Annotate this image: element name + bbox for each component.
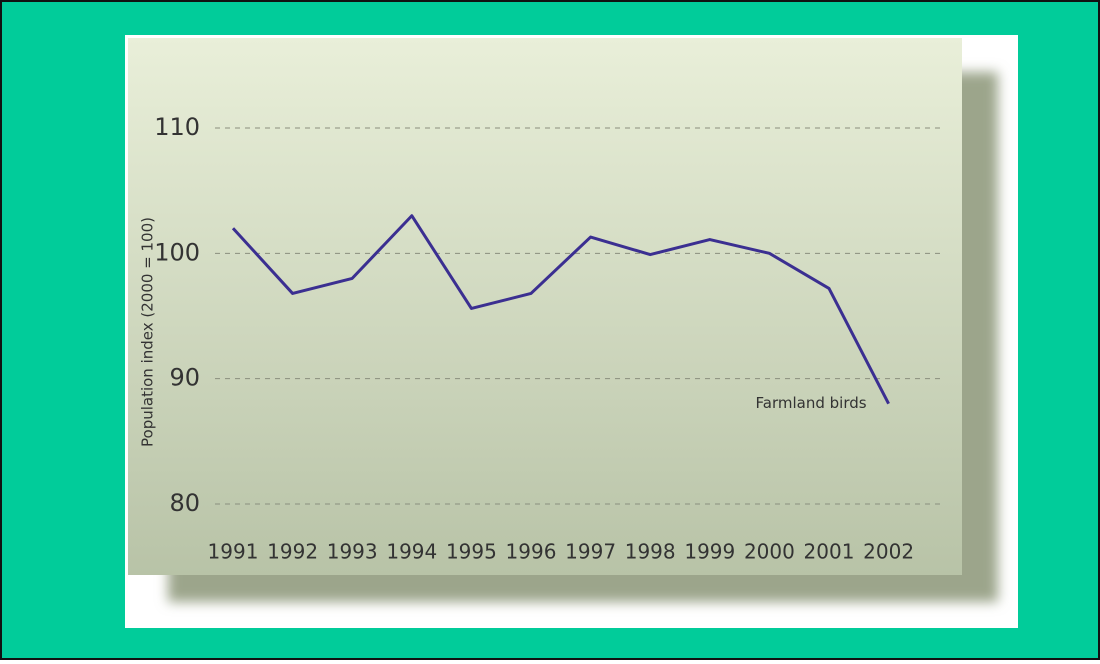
x-tick-label: 1998 bbox=[625, 540, 676, 564]
x-tick-label: 1993 bbox=[327, 540, 378, 564]
x-tick-label: 1991 bbox=[208, 540, 259, 564]
x-tick-label: 2001 bbox=[804, 540, 855, 564]
y-tick-label: 90 bbox=[169, 364, 200, 392]
y-tick-label: 80 bbox=[169, 489, 200, 517]
line bbox=[231, 214, 890, 405]
x-tick-label: 1997 bbox=[565, 540, 616, 564]
x-tick-label: 2000 bbox=[744, 540, 795, 564]
x-tick-label: 2002 bbox=[863, 540, 914, 564]
x-tick-label: 1994 bbox=[386, 540, 437, 564]
y-axis-label: Population index (2000 = 100) bbox=[139, 217, 157, 447]
x-tick-label: 1995 bbox=[446, 540, 497, 564]
x-tick-label: 1996 bbox=[506, 540, 557, 564]
series-label: Farmland birds bbox=[756, 394, 867, 412]
y-tick-label: 110 bbox=[154, 113, 200, 141]
x-tick-label: 1999 bbox=[684, 540, 735, 564]
y-tick-label: 100 bbox=[154, 238, 200, 266]
x-tick-label: 1992 bbox=[267, 540, 318, 564]
